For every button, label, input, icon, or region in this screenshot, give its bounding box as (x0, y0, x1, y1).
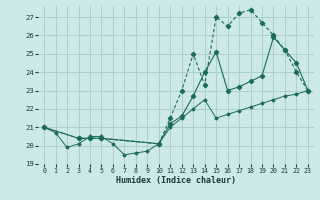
X-axis label: Humidex (Indice chaleur): Humidex (Indice chaleur) (116, 176, 236, 185)
